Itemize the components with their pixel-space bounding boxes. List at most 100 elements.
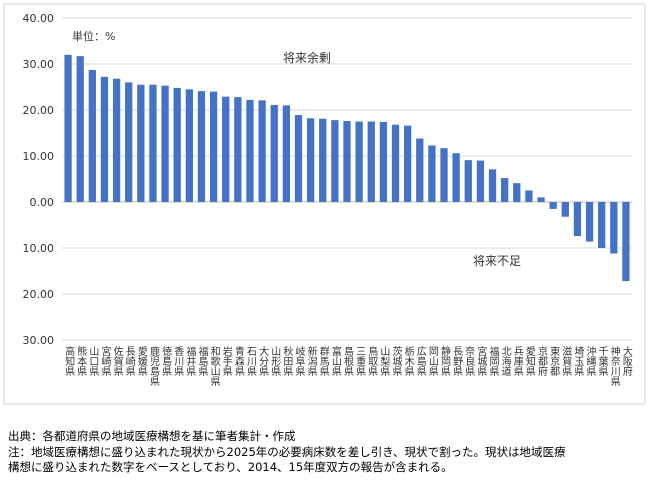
x-tick-label: 青森県	[232, 345, 244, 377]
x-tick-label: 福井県	[184, 345, 196, 377]
bar	[100, 76, 109, 202]
x-tick-label: 東京都	[548, 345, 560, 377]
bar	[112, 78, 121, 202]
bar	[76, 56, 84, 203]
y-tick-label: 30.00	[23, 58, 55, 71]
note: 注：地域医療構想に盛り込まれた現状から2025年の必要病床数を差し引き、現状で割…	[8, 445, 566, 459]
x-tick-label: 愛媛県	[135, 345, 147, 377]
bar	[464, 160, 472, 202]
x-tick-label: 熊本県	[75, 345, 87, 377]
x-tick-label: 茨城県	[390, 345, 402, 377]
bar	[391, 124, 400, 202]
bar	[282, 105, 290, 202]
bar	[64, 54, 72, 202]
source-note: 出典：各都道府県の地域医療構想を基に筆者集計・作成	[8, 429, 296, 443]
y-tick-label: 30.00	[23, 334, 55, 347]
x-tick-label: 宮崎県	[99, 345, 111, 377]
bar	[306, 118, 315, 202]
bar	[331, 120, 339, 202]
bar	[501, 178, 509, 202]
bar	[416, 138, 424, 202]
x-tick-label: 沖縄県	[584, 345, 596, 377]
bar	[222, 96, 230, 202]
x-tick-label: 大阪府	[620, 345, 632, 377]
bar	[622, 202, 630, 282]
bar	[404, 125, 412, 202]
x-tick-label: 鳥取県	[366, 345, 378, 377]
x-tick-label: 和歌山県	[208, 346, 220, 387]
bar	[173, 87, 181, 202]
chart-border	[3, 3, 646, 405]
y-tick-label: 20.00	[23, 288, 55, 301]
x-tick-label: 埼玉県	[572, 345, 584, 377]
x-tick-label: 福島県	[196, 345, 208, 377]
x-tick-label: 新潟県	[305, 345, 317, 377]
bar	[319, 118, 327, 202]
x-tick-label: 山口県	[87, 346, 99, 377]
x-tick-label: 鹿児島県	[147, 345, 159, 387]
bar	[209, 91, 218, 202]
x-tick-label: 福岡県	[487, 345, 499, 377]
x-tick-label: 愛知県	[523, 345, 535, 377]
x-tick-label: 徳島県	[160, 345, 172, 377]
unit-annotation: 単位：%	[72, 29, 115, 43]
x-tick-label: 岡山県	[426, 346, 438, 377]
x-tick-label: 岩手県	[220, 345, 232, 377]
bar	[270, 104, 278, 202]
x-tick-label: 広島県	[414, 345, 426, 377]
x-tick-label: 富山県	[329, 345, 341, 377]
bar	[125, 82, 133, 202]
bar	[610, 202, 618, 254]
bar	[149, 84, 157, 202]
bar	[488, 169, 497, 202]
x-tick-label: 石川県	[244, 346, 256, 377]
bar	[161, 85, 169, 202]
y-tick-label: 20.00	[23, 104, 55, 117]
bar	[561, 202, 569, 217]
x-tick-label: 静岡県	[439, 345, 451, 377]
x-tick-label: 山形県	[269, 346, 281, 377]
x-tick-label: 群馬県	[317, 345, 329, 377]
bar	[476, 160, 485, 202]
note: 構想に盛り込まれた数字をベースとしており、2014、15年度双方の報告が含まれる…	[8, 460, 453, 474]
x-tick-label: 奈良県	[463, 345, 475, 377]
bar	[355, 121, 363, 202]
bar	[585, 202, 594, 242]
x-tick-label: 千葉県	[596, 346, 608, 377]
surplus-annotation: 将来余剰	[283, 50, 331, 65]
bar	[137, 84, 145, 202]
y-tick-label: 10.00	[23, 150, 55, 163]
y-tick-label: 40.00	[23, 12, 55, 25]
shortage-annotation: 将来不足	[473, 254, 521, 268]
bar	[185, 89, 193, 202]
bar	[428, 145, 436, 202]
bar	[440, 148, 448, 202]
x-tick-label: 京都府	[536, 345, 548, 377]
bar	[379, 121, 388, 202]
x-tick-label: 北海道	[499, 346, 511, 376]
x-tick-label: 兵庫県	[511, 345, 523, 377]
bar	[88, 69, 96, 202]
x-tick-label: 高知県	[63, 345, 75, 377]
x-tick-label: 栃木県	[402, 345, 414, 377]
bar	[234, 97, 242, 202]
bar	[513, 183, 521, 202]
x-tick-label: 滋賀県	[560, 345, 572, 377]
x-tick-label: 佐賀県	[111, 346, 123, 377]
bar	[197, 91, 206, 202]
x-tick-label: 三重県	[354, 346, 366, 377]
bar	[452, 153, 460, 202]
y-tick-label: 10.00	[23, 242, 55, 255]
x-tick-label: 島根県	[342, 345, 354, 377]
bar	[367, 121, 375, 202]
x-tick-label: 長崎県	[123, 346, 135, 377]
x-tick-label: 香川県	[172, 346, 184, 377]
bar	[258, 100, 266, 202]
x-tick-label: 神奈川県	[608, 345, 620, 387]
y-tick-label: 0.00	[30, 196, 55, 209]
bar	[598, 202, 606, 248]
bar	[343, 121, 351, 202]
x-tick-label: 長野県	[451, 346, 463, 377]
